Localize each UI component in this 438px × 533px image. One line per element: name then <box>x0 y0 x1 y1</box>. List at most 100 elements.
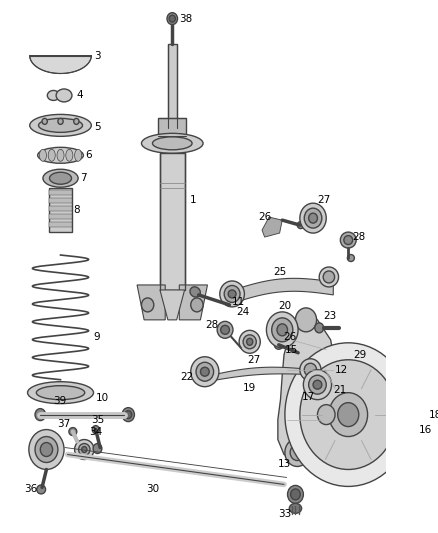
Text: 9: 9 <box>93 332 100 342</box>
Text: 24: 24 <box>237 307 250 317</box>
Ellipse shape <box>274 340 283 349</box>
Ellipse shape <box>42 118 47 124</box>
Ellipse shape <box>304 370 332 400</box>
Ellipse shape <box>78 443 90 456</box>
Text: 21: 21 <box>333 385 346 394</box>
Text: 36: 36 <box>25 484 38 495</box>
Bar <box>49 214 72 219</box>
Ellipse shape <box>297 222 304 229</box>
Ellipse shape <box>304 208 322 228</box>
Ellipse shape <box>191 357 219 386</box>
Ellipse shape <box>141 133 203 154</box>
Ellipse shape <box>300 203 326 233</box>
Text: 17: 17 <box>302 392 315 402</box>
Circle shape <box>141 298 154 312</box>
Text: 34: 34 <box>88 426 102 437</box>
Polygon shape <box>179 285 208 320</box>
Text: 22: 22 <box>180 372 194 382</box>
Bar <box>49 222 72 227</box>
Ellipse shape <box>92 425 99 433</box>
Ellipse shape <box>224 286 240 302</box>
Circle shape <box>191 298 203 312</box>
Ellipse shape <box>93 443 102 454</box>
Bar <box>49 206 72 211</box>
Text: 25: 25 <box>273 267 287 277</box>
Ellipse shape <box>49 172 71 184</box>
Text: 38: 38 <box>179 14 193 23</box>
Polygon shape <box>201 367 313 383</box>
Ellipse shape <box>228 290 236 298</box>
Bar <box>168 44 177 128</box>
Ellipse shape <box>74 440 94 459</box>
Ellipse shape <box>152 137 192 150</box>
Text: 10: 10 <box>96 393 109 402</box>
Ellipse shape <box>39 118 82 132</box>
Ellipse shape <box>196 362 214 381</box>
Ellipse shape <box>319 267 339 287</box>
Circle shape <box>400 433 411 446</box>
Bar <box>49 198 72 203</box>
Text: 35: 35 <box>91 415 105 425</box>
Ellipse shape <box>343 354 350 362</box>
Bar <box>160 154 184 290</box>
Text: 39: 39 <box>53 395 67 406</box>
Text: 16: 16 <box>419 425 432 434</box>
Text: 19: 19 <box>243 383 256 393</box>
Text: 26: 26 <box>283 332 297 342</box>
Ellipse shape <box>74 149 81 161</box>
Circle shape <box>29 430 64 470</box>
Ellipse shape <box>344 236 353 245</box>
Ellipse shape <box>38 147 83 163</box>
Ellipse shape <box>36 386 85 400</box>
Ellipse shape <box>43 169 78 187</box>
Ellipse shape <box>239 330 260 353</box>
Ellipse shape <box>69 427 77 435</box>
Ellipse shape <box>300 359 321 381</box>
Bar <box>49 190 72 195</box>
Text: 26: 26 <box>258 212 272 222</box>
Ellipse shape <box>318 405 335 425</box>
Ellipse shape <box>221 325 230 334</box>
Ellipse shape <box>122 408 134 422</box>
Text: 27: 27 <box>318 195 331 205</box>
Ellipse shape <box>287 486 304 503</box>
Ellipse shape <box>315 323 324 333</box>
Polygon shape <box>228 278 333 305</box>
Ellipse shape <box>48 149 55 161</box>
Ellipse shape <box>347 255 354 262</box>
Ellipse shape <box>266 312 298 348</box>
Polygon shape <box>160 290 184 320</box>
Ellipse shape <box>81 447 87 453</box>
Text: 27: 27 <box>247 355 260 365</box>
Text: 28: 28 <box>353 232 366 242</box>
Bar <box>49 188 72 232</box>
Text: 29: 29 <box>353 350 367 360</box>
Circle shape <box>285 343 412 487</box>
Text: 1: 1 <box>190 195 197 205</box>
Ellipse shape <box>35 409 46 421</box>
Polygon shape <box>30 55 91 74</box>
Text: 12: 12 <box>335 365 348 375</box>
Text: 30: 30 <box>146 484 159 495</box>
Ellipse shape <box>66 149 73 161</box>
Circle shape <box>400 384 411 395</box>
Ellipse shape <box>217 321 233 338</box>
Ellipse shape <box>220 281 244 307</box>
Ellipse shape <box>340 232 356 248</box>
Text: 15: 15 <box>285 345 298 355</box>
Polygon shape <box>137 285 165 320</box>
Circle shape <box>285 439 310 466</box>
Ellipse shape <box>56 89 72 102</box>
Ellipse shape <box>304 364 317 376</box>
Circle shape <box>338 402 359 426</box>
Ellipse shape <box>413 408 425 422</box>
Circle shape <box>290 445 304 461</box>
Ellipse shape <box>247 338 253 345</box>
Polygon shape <box>262 217 282 237</box>
Ellipse shape <box>313 380 322 389</box>
Ellipse shape <box>409 403 428 425</box>
Ellipse shape <box>58 118 63 124</box>
Text: 6: 6 <box>85 150 92 160</box>
Ellipse shape <box>190 287 200 297</box>
Ellipse shape <box>125 410 132 418</box>
